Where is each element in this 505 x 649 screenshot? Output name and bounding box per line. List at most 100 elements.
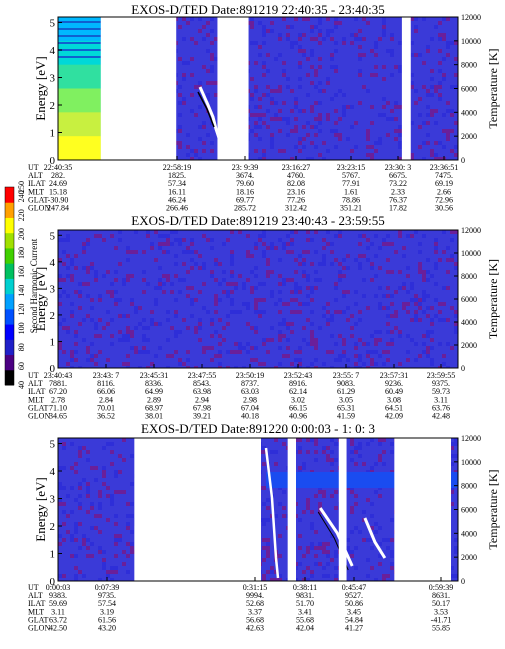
heat-cell bbox=[130, 298, 134, 302]
heat-cell bbox=[382, 77, 386, 81]
heat-cell bbox=[162, 250, 166, 254]
heat-cell bbox=[374, 530, 378, 534]
ephemeris-cell: 7475. bbox=[435, 171, 453, 180]
heat-cell bbox=[278, 310, 282, 314]
heat-cell bbox=[166, 310, 170, 314]
colorbar-tick-label: 100 bbox=[17, 322, 26, 334]
panel-1: EXOS-D/TED Date:891219 22:40:35 - 23:40:… bbox=[28, 2, 500, 213]
heat-cell bbox=[322, 238, 326, 242]
heat-cell bbox=[182, 362, 186, 366]
heat-cell bbox=[306, 57, 310, 61]
heat-cell bbox=[294, 230, 298, 234]
heat-cell bbox=[294, 290, 298, 294]
heat-cell bbox=[194, 113, 198, 117]
ephemeris-cell: 351.21 bbox=[340, 204, 362, 213]
heat-cell bbox=[410, 121, 414, 125]
ephemeris-cell: 69.19 bbox=[435, 179, 453, 188]
heat-cell bbox=[122, 278, 126, 282]
heat-cell bbox=[158, 246, 162, 250]
heat-cell bbox=[86, 494, 90, 498]
heat-cell bbox=[354, 362, 358, 366]
heat-cell bbox=[206, 69, 210, 73]
heat-cell bbox=[302, 53, 306, 57]
heat-cell bbox=[130, 482, 134, 486]
ephemeris-cell: 9083. bbox=[337, 379, 355, 388]
ephemeris-cell: 69.77 bbox=[236, 195, 254, 204]
heat-cell bbox=[294, 105, 298, 109]
heat-cell bbox=[378, 37, 382, 41]
heat-cell bbox=[418, 145, 422, 149]
heat-cell bbox=[130, 302, 134, 306]
heat-cell bbox=[134, 230, 138, 234]
heat-cell bbox=[182, 101, 186, 105]
heat-cell bbox=[186, 366, 190, 368]
heat-cell bbox=[126, 526, 130, 530]
heat-cell bbox=[278, 109, 282, 113]
heat-cell bbox=[350, 442, 354, 446]
heat-cell bbox=[130, 502, 134, 506]
heat-cell bbox=[310, 522, 314, 526]
heat-cell bbox=[370, 49, 374, 53]
heat-cell bbox=[366, 442, 370, 446]
heat-cell bbox=[218, 362, 222, 366]
heat-cell bbox=[166, 354, 170, 358]
heat-cell bbox=[406, 234, 410, 238]
y-tick-label: 0 bbox=[50, 155, 56, 167]
heat-cell bbox=[374, 578, 378, 581]
heat-cell bbox=[210, 41, 214, 45]
heat-cell bbox=[258, 125, 262, 129]
ephemeris-cell: 23.16 bbox=[287, 187, 305, 196]
heat-cell bbox=[118, 338, 122, 342]
heat-cell bbox=[190, 250, 194, 254]
heat-cell bbox=[222, 338, 226, 342]
heat-cell bbox=[186, 270, 190, 274]
heat-cell bbox=[274, 450, 278, 454]
heat-cell bbox=[230, 270, 234, 274]
heat-cell bbox=[286, 234, 290, 238]
heat-cell bbox=[378, 494, 382, 498]
heat-cell bbox=[274, 302, 278, 306]
ephemeris-cell: 285.72 bbox=[234, 204, 256, 213]
heat-cell bbox=[314, 494, 318, 498]
heat-cell bbox=[262, 242, 266, 246]
heat-cell bbox=[382, 294, 386, 298]
heat-cell bbox=[342, 290, 346, 294]
heat-cell bbox=[450, 454, 454, 458]
ephemeris-cell: 55.85 bbox=[432, 624, 450, 633]
heat-cell bbox=[218, 282, 222, 286]
heat-cell bbox=[306, 506, 310, 510]
heat-cell bbox=[390, 342, 394, 346]
heat-cell bbox=[446, 366, 450, 368]
heat-cell bbox=[90, 266, 94, 270]
heat-cell bbox=[338, 230, 342, 234]
heat-cell bbox=[258, 45, 262, 49]
heat-cell bbox=[298, 546, 302, 550]
heat-cell bbox=[130, 514, 134, 518]
heat-cell bbox=[326, 542, 330, 546]
heat-cell bbox=[198, 318, 202, 322]
heat-cell bbox=[342, 109, 346, 113]
heat-cell bbox=[282, 69, 286, 73]
heat-cell bbox=[66, 362, 70, 366]
heat-cell bbox=[306, 450, 310, 454]
heat-cell bbox=[334, 458, 338, 462]
heat-cell bbox=[182, 250, 186, 254]
heat-cell bbox=[310, 53, 314, 57]
heat-cell bbox=[90, 342, 94, 346]
heat-cell bbox=[94, 322, 98, 326]
heat-cell bbox=[154, 258, 158, 262]
heat-cell bbox=[310, 334, 314, 338]
heat-cell bbox=[442, 362, 446, 366]
heat-cell bbox=[214, 57, 218, 61]
heat-cell bbox=[266, 538, 270, 542]
spike-trace bbox=[198, 86, 222, 142]
heat-cell bbox=[338, 21, 342, 25]
heat-cell bbox=[374, 362, 378, 366]
ephemeris-cell: 4760. bbox=[287, 171, 305, 180]
heat-cell bbox=[278, 274, 282, 278]
heat-cell bbox=[330, 29, 334, 33]
ephemeris-cell: 63.72 bbox=[49, 615, 67, 624]
heat-cell bbox=[58, 466, 62, 470]
colorbar-frame bbox=[4, 186, 15, 386]
heat-cell bbox=[426, 49, 430, 53]
